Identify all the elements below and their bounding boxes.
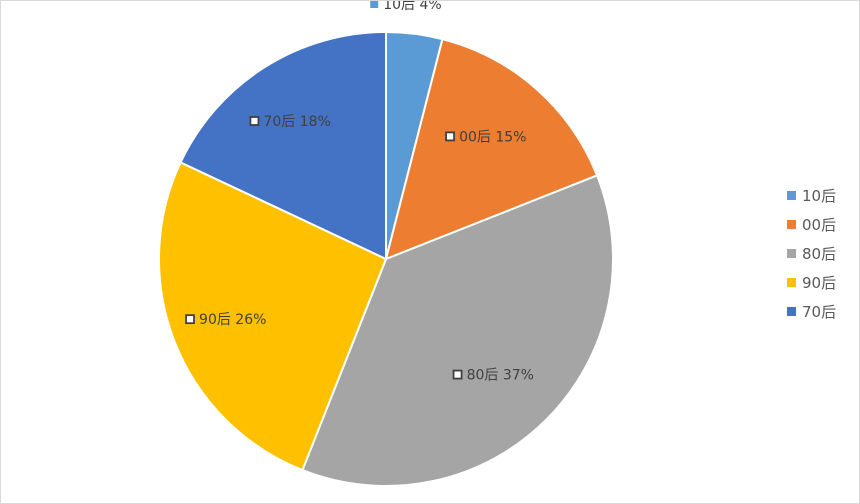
data-label-text: 10后 4% xyxy=(383,1,441,13)
legend-label: 70后 xyxy=(802,302,837,321)
legend-swatch xyxy=(787,219,796,229)
legend-item: 00后 xyxy=(787,214,836,234)
legend-item: 70后 xyxy=(787,301,836,321)
legend-label: 80后 xyxy=(802,244,837,263)
legend-swatch xyxy=(787,190,796,200)
data-label: 80后 37% xyxy=(452,368,534,384)
legend: 10后 00后 80后 90后 70后 xyxy=(787,185,836,321)
legend-label: 90后 xyxy=(802,273,837,292)
data-label: 00后 15% xyxy=(445,129,526,145)
pie-slice xyxy=(158,161,388,472)
legend-swatch xyxy=(787,248,796,258)
data-label: 70后 18% xyxy=(249,114,331,130)
data-label-text: 80后 37% xyxy=(467,368,534,384)
legend-item: 90后 xyxy=(787,272,836,292)
pie-slice xyxy=(384,37,599,261)
legend-label: 00后 xyxy=(802,215,837,234)
data-label-marker xyxy=(452,369,463,380)
data-label-marker xyxy=(445,131,455,142)
legend-swatch xyxy=(787,277,796,287)
data-label-text: 70后 18% xyxy=(263,114,330,130)
legend-item: 10后 xyxy=(787,185,836,205)
legend-item: 80后 xyxy=(787,243,836,263)
data-label-marker xyxy=(185,314,195,325)
data-label: 90后 26% xyxy=(185,312,266,328)
data-label-text: 00后 15% xyxy=(459,129,526,145)
data-label-marker xyxy=(249,116,260,126)
data-label-marker xyxy=(370,1,379,9)
pie-slice xyxy=(179,30,387,261)
pie-slice xyxy=(301,174,614,487)
legend-label: 10后 xyxy=(802,186,837,205)
data-label: 10后 4% xyxy=(370,1,442,13)
data-label-text: 90后 26% xyxy=(199,312,266,328)
legend-swatch xyxy=(787,306,796,316)
